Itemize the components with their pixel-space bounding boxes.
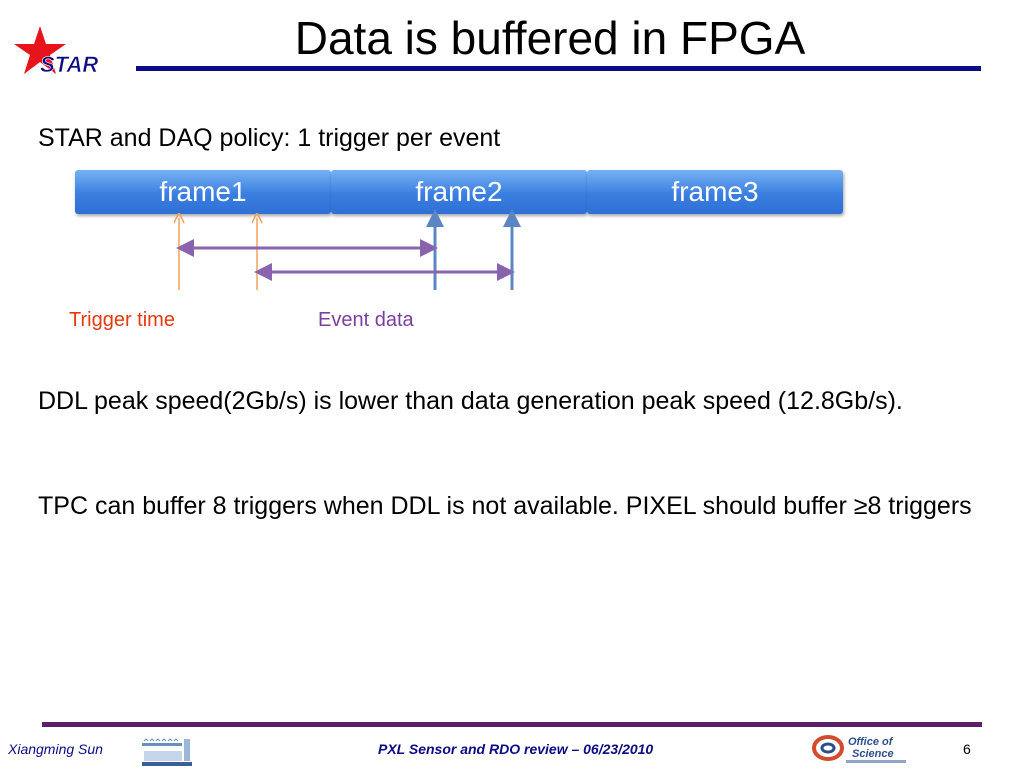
- title-divider: [136, 66, 981, 71]
- frame-box-1: frame1: [75, 170, 331, 214]
- bnl-logo-icon: [142, 738, 192, 766]
- bullet-text: DDL peak speed(2Gb/s) is lower than data…: [38, 387, 903, 415]
- page-number: 6: [963, 741, 971, 757]
- footer-author: Xiangming Sun: [8, 741, 103, 757]
- page-title: Data is buffered in FPGA: [294, 12, 806, 64]
- star-logo-text: STAR: [40, 52, 98, 77]
- bullet-tpc-buffer: TPC can buffer 8 triggers when DDL is no…: [38, 491, 978, 521]
- red-star-icon: [14, 26, 66, 74]
- bullet-policy: STAR and DAQ policy: 1 trigger per event: [38, 123, 978, 153]
- bullet-ddl-speed: DDL peak speed(2Gb/s) is lower than data…: [38, 386, 978, 416]
- svg-text:Science: Science: [852, 748, 894, 760]
- svg-text:Office of: Office of: [848, 736, 894, 748]
- trigger-time-label: Trigger time: [69, 309, 175, 331]
- frames-bar: frame1 frame2 frame3: [75, 170, 845, 216]
- office-of-science-logo: Office of Science: [812, 735, 906, 763]
- event-data-label: Event data: [318, 309, 414, 331]
- frame-box-2: frame2: [331, 170, 587, 214]
- bullet-text: STAR and DAQ policy: 1 trigger per event: [38, 124, 501, 152]
- footer-event: PXL Sensor and RDO review – 06/23/2010: [378, 741, 654, 757]
- footer-divider: [42, 722, 982, 727]
- star-logo: STAR: [14, 26, 99, 77]
- frame-box-3: frame3: [587, 170, 843, 214]
- bullet-text: TPC can buffer 8 triggers when DDL is no…: [38, 492, 972, 520]
